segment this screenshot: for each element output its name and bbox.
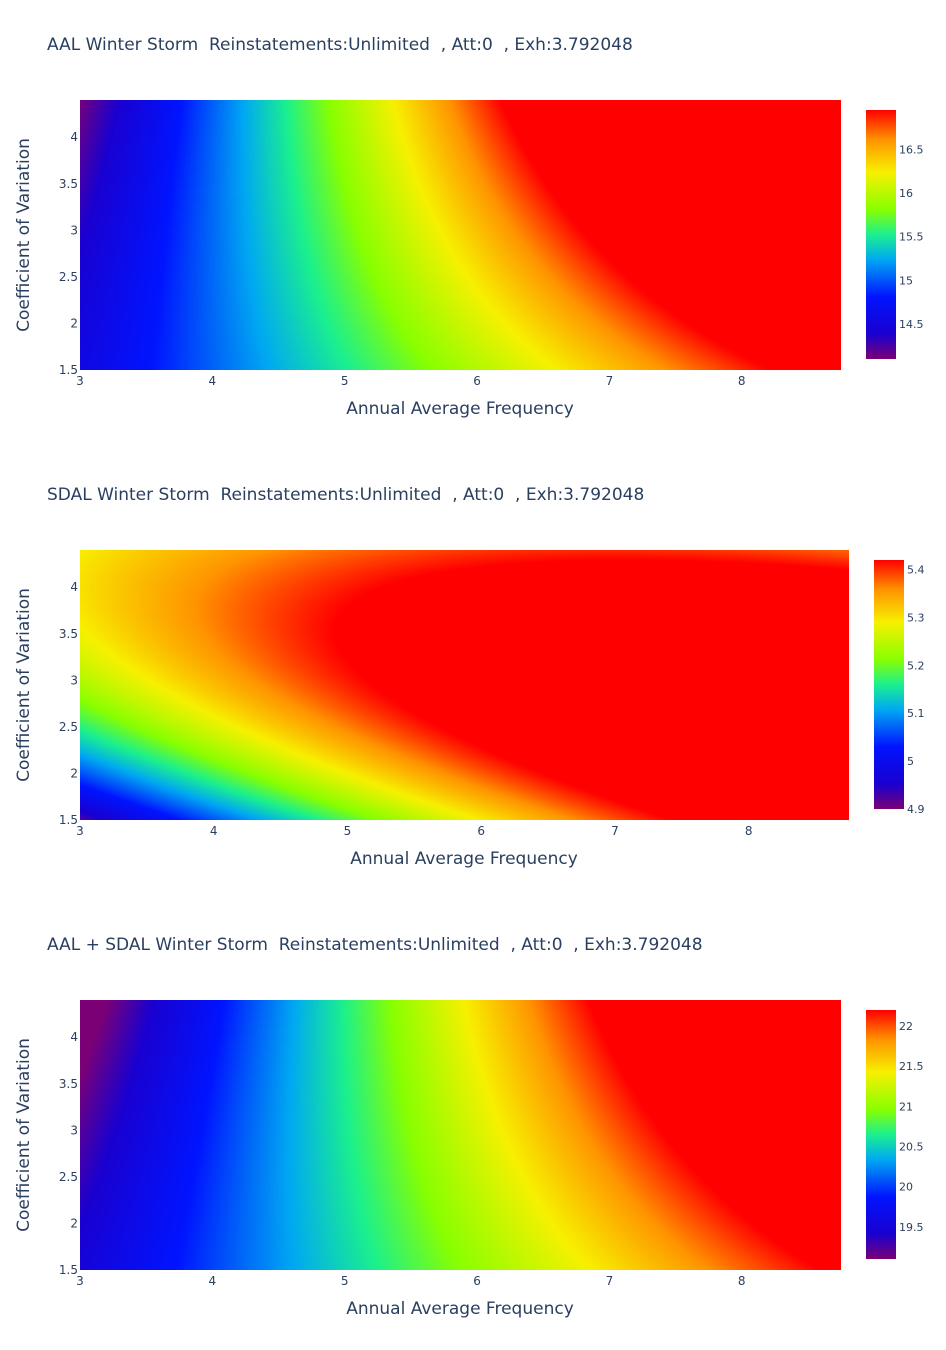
colorbar-tick-label: 5.3 [907, 611, 925, 624]
x-tick-label: 4 [210, 824, 218, 838]
x-tick-label: 5 [341, 1274, 349, 1288]
colorbar-tick-label: 16 [899, 187, 913, 200]
colorbar-tick-label: 5.2 [907, 659, 925, 672]
colorbar: 4.9 5 5.1 5.2 5.3 5.4 [874, 560, 925, 816]
x-axis-label: Annual Average Frequency [346, 1299, 574, 1319]
y-tick-label: 4 [70, 580, 78, 594]
y-tick-label: 4 [70, 130, 78, 144]
y-tick-label: 1.5 [59, 363, 78, 377]
y-axis-ticks: 1.5 2 2.5 3 3.5 4 [59, 1030, 78, 1277]
y-tick-label: 2.5 [59, 720, 78, 734]
heatmap-surface [80, 550, 849, 820]
x-axis-label: Annual Average Frequency [346, 399, 574, 419]
y-axis-label: Coefficient of Variation [14, 588, 34, 782]
x-tick-label: 3 [76, 374, 84, 388]
y-tick-label: 2 [70, 316, 78, 330]
colorbar-tick-label: 4.9 [907, 803, 925, 816]
heatmap-surface [80, 1000, 841, 1270]
heatmap-surface [80, 100, 841, 370]
x-tick-label: 3 [76, 824, 84, 838]
sdal-heatmap-panel: SDAL Winter Storm Reinstatements:Unlimit… [0, 450, 946, 900]
y-tick-label: 3.5 [59, 177, 78, 191]
x-tick-label: 7 [606, 1274, 614, 1288]
aal-sdal-heatmap-panel: AAL + SDAL Winter Storm Reinstatements:U… [0, 900, 946, 1350]
colorbar-tick-label: 22 [899, 1020, 913, 1033]
y-axis-ticks: 1.5 2 2.5 3 3.5 4 [59, 580, 78, 827]
y-tick-label: 1.5 [59, 813, 78, 827]
chart-title: AAL Winter Storm Reinstatements:Unlimite… [47, 35, 633, 55]
y-tick-label: 3.5 [59, 1077, 78, 1091]
colorbar-tick-label: 5.4 [907, 564, 925, 577]
x-axis-ticks: 3 4 5 6 7 8 [76, 1274, 745, 1288]
x-tick-label: 6 [473, 374, 481, 388]
y-tick-label: 2.5 [59, 1170, 78, 1184]
colorbar-tick-label: 15 [899, 274, 913, 287]
colorbar-gradient [874, 560, 904, 809]
colorbar-tick-label: 14.5 [899, 318, 924, 331]
x-tick-label: 8 [738, 374, 746, 388]
y-axis-label: Coefficient of Variation [14, 1038, 34, 1232]
x-tick-label: 5 [344, 824, 352, 838]
x-tick-label: 7 [606, 374, 614, 388]
colorbar-tick-label: 21.5 [899, 1060, 924, 1073]
x-axis-ticks: 3 4 5 6 7 8 [76, 824, 752, 838]
chart-title: AAL + SDAL Winter Storm Reinstatements:U… [47, 935, 703, 955]
x-tick-label: 8 [745, 824, 753, 838]
colorbar-gradient [866, 1010, 896, 1259]
y-tick-label: 3 [70, 1123, 78, 1137]
y-tick-label: 2.5 [59, 270, 78, 284]
y-tick-label: 2 [70, 1216, 78, 1230]
colorbar-tick-label: 19.5 [899, 1221, 924, 1234]
heatmap-plot-area[interactable] [80, 1000, 841, 1270]
colorbar-tick-label: 5 [907, 755, 914, 768]
y-tick-label: 3.5 [59, 627, 78, 641]
x-tick-label: 5 [341, 374, 349, 388]
colorbar-gradient [866, 110, 896, 359]
colorbar-tick-label: 16.5 [899, 143, 924, 156]
y-axis-label: Coefficient of Variation [14, 138, 34, 332]
x-tick-label: 4 [209, 1274, 217, 1288]
x-tick-label: 4 [209, 374, 217, 388]
x-tick-label: 3 [76, 1274, 84, 1288]
aal-heatmap-panel: AAL Winter Storm Reinstatements:Unlimite… [0, 0, 946, 450]
colorbar-tick-label: 21 [899, 1100, 913, 1113]
colorbar-tick-label: 20 [899, 1181, 913, 1194]
y-tick-label: 3 [70, 673, 78, 687]
colorbar-tick-label: 15.5 [899, 231, 924, 244]
x-tick-label: 7 [611, 824, 619, 838]
heatmap-plot-area[interactable] [80, 550, 849, 820]
colorbar-tick-label: 5.1 [907, 707, 925, 720]
aal-heatmap-chart: AAL Winter Storm Reinstatements:Unlimite… [14, 35, 924, 419]
colorbar: 19.5 20 20.5 21 21.5 22 [866, 1010, 924, 1259]
x-tick-label: 6 [473, 1274, 481, 1288]
y-axis-ticks: 1.5 2 2.5 3 3.5 4 [59, 130, 78, 377]
aal-sdal-heatmap-chart: AAL + SDAL Winter Storm Reinstatements:U… [14, 935, 924, 1319]
heatmap-plot-area[interactable] [80, 100, 841, 370]
x-axis-ticks: 3 4 5 6 7 8 [76, 374, 745, 388]
x-axis-label: Annual Average Frequency [350, 849, 578, 869]
x-tick-label: 6 [477, 824, 485, 838]
y-tick-label: 1.5 [59, 1263, 78, 1277]
y-tick-label: 2 [70, 766, 78, 780]
y-tick-label: 4 [70, 1030, 78, 1044]
colorbar: 14.5 15 15.5 16 16.5 [866, 110, 924, 359]
y-tick-label: 3 [70, 223, 78, 237]
colorbar-tick-label: 20.5 [899, 1141, 924, 1154]
chart-title: SDAL Winter Storm Reinstatements:Unlimit… [47, 485, 644, 505]
x-tick-label: 8 [738, 1274, 746, 1288]
sdal-heatmap-chart: SDAL Winter Storm Reinstatements:Unlimit… [14, 485, 925, 869]
